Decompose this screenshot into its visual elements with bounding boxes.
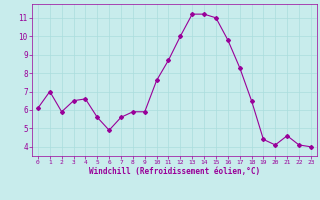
X-axis label: Windchill (Refroidissement éolien,°C): Windchill (Refroidissement éolien,°C) [89,167,260,176]
